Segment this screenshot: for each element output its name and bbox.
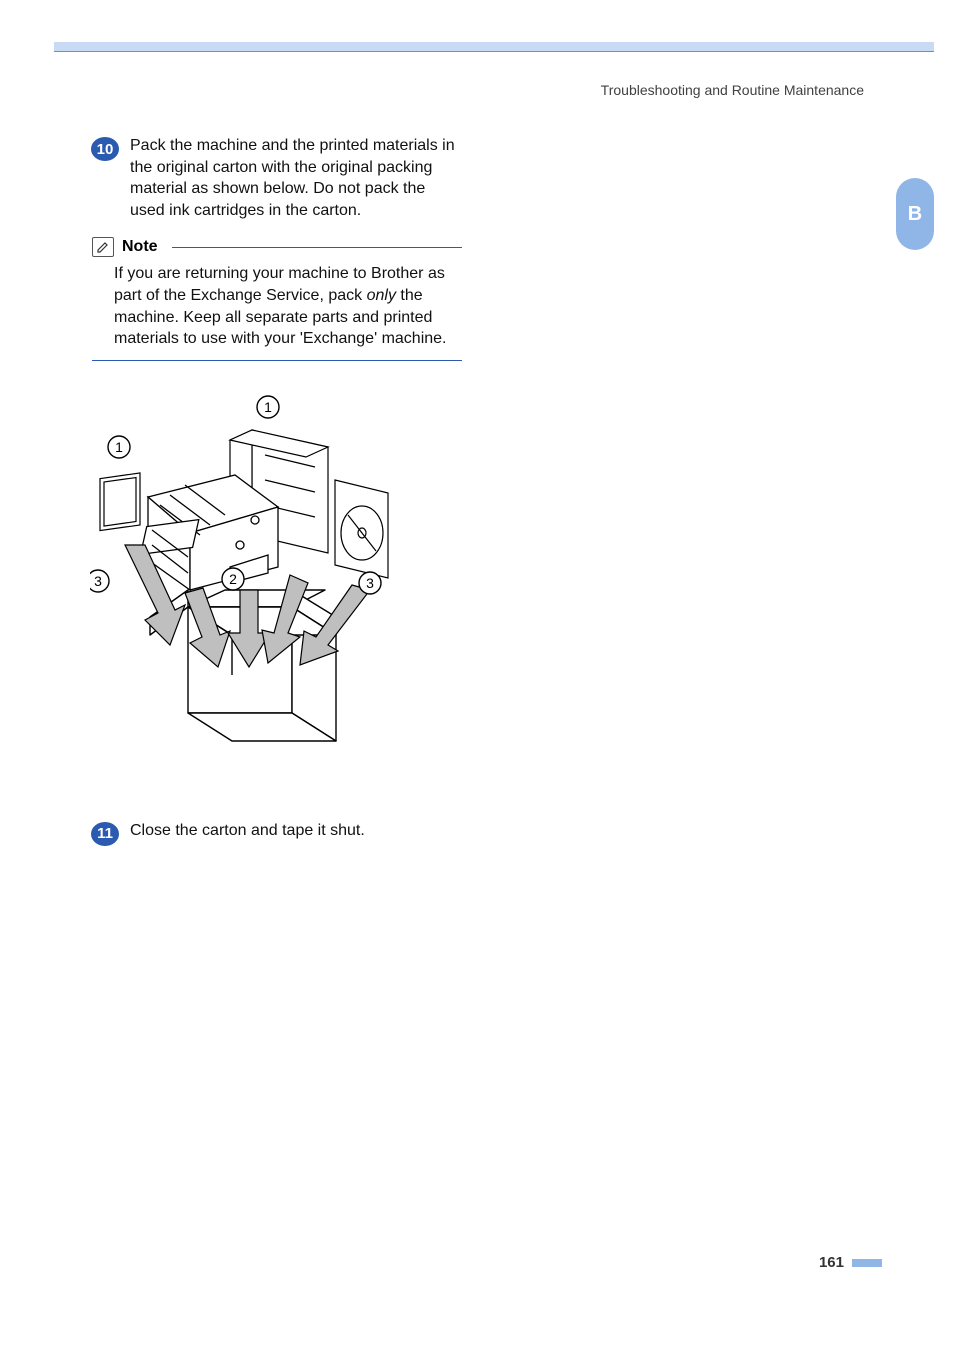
step-10-text: Pack the machine and the printed materia… (130, 135, 462, 221)
top-bar (54, 42, 934, 52)
svg-text:1: 1 (115, 439, 123, 455)
page-number: 161 (819, 1254, 844, 1271)
step-10: 10 Pack the machine and the printed mate… (92, 135, 462, 221)
content-area: 10 Pack the machine and the printed mate… (92, 135, 462, 857)
page: Troubleshooting and Routine Maintenance … (0, 0, 954, 1351)
svg-text:3: 3 (366, 575, 374, 591)
svg-text:3: 3 (94, 573, 102, 589)
note-text-em: only (367, 287, 396, 304)
header-section-title: Troubleshooting and Routine Maintenance (601, 82, 864, 98)
note-bottom-divider (92, 360, 462, 361)
note-block: Note If you are returning your machine t… (92, 237, 462, 360)
note-title: Note (122, 238, 158, 256)
svg-text:2: 2 (229, 571, 237, 587)
footer-bar (852, 1259, 882, 1267)
svg-text:1: 1 (264, 399, 272, 415)
note-text: If you are returning your machine to Bro… (114, 263, 462, 349)
step-number-badge: 11 (91, 822, 119, 846)
pencil-note-icon (92, 237, 114, 257)
chapter-tab: B (896, 178, 934, 250)
note-header: Note (92, 237, 462, 257)
footer: 161 (819, 1254, 882, 1271)
step-11-text: Close the carton and tape it shut. (130, 820, 462, 842)
note-divider (172, 247, 462, 248)
step-11: 11 Close the carton and tape it shut. (92, 820, 462, 842)
packing-diagram: 1 1 3 2 3 (90, 385, 462, 800)
step-number-badge: 10 (91, 137, 119, 161)
